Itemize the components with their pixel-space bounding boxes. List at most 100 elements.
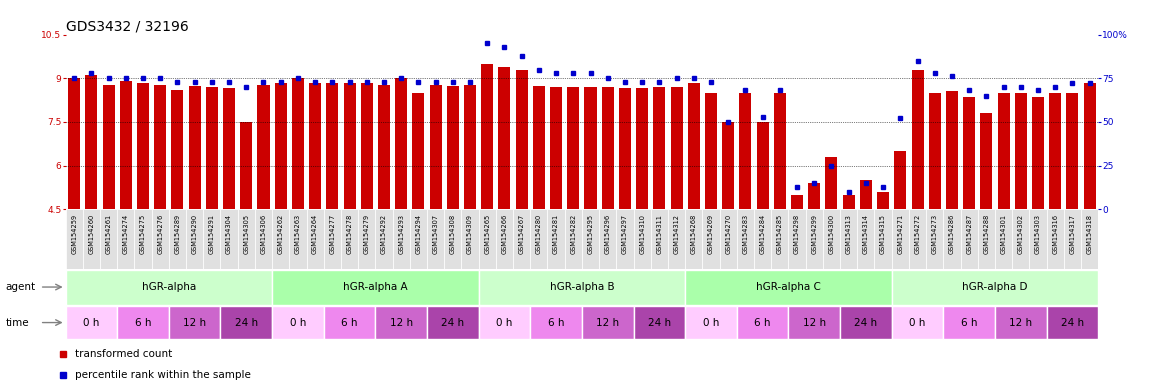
Text: GSM154294: GSM154294 — [415, 214, 421, 254]
Bar — [619, 88, 631, 209]
Text: GSM154268: GSM154268 — [691, 214, 697, 254]
Bar — [688, 83, 700, 209]
Bar — [189, 86, 200, 209]
Bar — [582, 209, 599, 269]
Text: GSM154313: GSM154313 — [845, 214, 852, 254]
Bar — [117, 209, 135, 269]
Text: 6 h: 6 h — [342, 318, 358, 328]
Bar — [292, 78, 304, 209]
Bar — [636, 88, 649, 209]
Text: GSM154317: GSM154317 — [1070, 214, 1075, 254]
Text: 0 h: 0 h — [910, 318, 926, 328]
Bar — [66, 306, 117, 339]
Bar — [943, 209, 960, 269]
Text: GSM154272: GSM154272 — [914, 214, 920, 254]
Bar — [169, 306, 221, 339]
Bar — [599, 209, 616, 269]
Text: 12 h: 12 h — [183, 318, 206, 328]
Bar — [255, 209, 273, 269]
Text: GSM154273: GSM154273 — [932, 214, 937, 254]
Text: GSM154285: GSM154285 — [777, 214, 783, 254]
Bar — [1064, 209, 1081, 269]
Bar — [66, 209, 83, 269]
Bar — [789, 209, 806, 269]
Text: agent: agent — [6, 282, 36, 292]
Bar — [601, 87, 614, 209]
Text: GSM154292: GSM154292 — [381, 214, 386, 254]
Bar — [1066, 93, 1079, 209]
Text: GSM154316: GSM154316 — [1052, 214, 1058, 254]
Text: hGR-alpha D: hGR-alpha D — [963, 282, 1028, 292]
Bar — [340, 209, 358, 269]
Text: GSM154262: GSM154262 — [277, 214, 284, 254]
Bar — [739, 93, 751, 209]
Bar — [515, 70, 528, 209]
Text: GSM154277: GSM154277 — [329, 214, 336, 254]
Bar — [874, 209, 891, 269]
Bar — [754, 209, 772, 269]
Text: GSM154288: GSM154288 — [983, 214, 989, 254]
Bar — [238, 209, 255, 269]
Text: 24 h: 24 h — [442, 318, 465, 328]
Bar — [891, 306, 943, 339]
Bar — [1046, 306, 1098, 339]
Bar — [532, 86, 545, 209]
Bar — [705, 93, 716, 209]
Text: 6 h: 6 h — [754, 318, 770, 328]
Bar — [997, 93, 1010, 209]
Bar — [327, 83, 338, 209]
Text: GSM154283: GSM154283 — [743, 214, 749, 254]
Text: GSM154296: GSM154296 — [605, 214, 611, 254]
Text: GSM154300: GSM154300 — [828, 214, 835, 254]
Bar — [840, 209, 857, 269]
Text: GSM154298: GSM154298 — [793, 214, 800, 254]
Bar — [651, 209, 668, 269]
Bar — [929, 93, 941, 209]
Bar — [964, 97, 975, 209]
Text: GSM154299: GSM154299 — [811, 214, 818, 254]
Bar — [926, 209, 943, 269]
Bar — [478, 270, 685, 305]
Text: percentile rank within the sample: percentile rank within the sample — [75, 370, 251, 380]
Bar — [66, 270, 273, 305]
Text: 24 h: 24 h — [235, 318, 258, 328]
Bar — [309, 83, 321, 209]
Bar — [396, 78, 407, 209]
Bar — [496, 209, 513, 269]
Bar — [83, 209, 100, 269]
Bar — [1046, 209, 1064, 269]
Text: GSM154306: GSM154306 — [261, 214, 267, 254]
Bar — [186, 209, 204, 269]
Bar — [995, 209, 1012, 269]
Bar — [498, 66, 511, 209]
Bar — [530, 209, 547, 269]
Text: GSM154276: GSM154276 — [158, 214, 163, 254]
Bar — [221, 306, 273, 339]
Text: GSM154314: GSM154314 — [862, 214, 869, 254]
Bar — [427, 306, 478, 339]
Text: GSM154270: GSM154270 — [726, 214, 731, 254]
Bar — [685, 209, 703, 269]
Text: GSM154287: GSM154287 — [966, 214, 972, 254]
Bar — [530, 306, 582, 339]
Text: GSM154271: GSM154271 — [897, 214, 903, 254]
Bar — [722, 122, 734, 209]
Text: hGR-alpha A: hGR-alpha A — [343, 282, 407, 292]
Bar — [877, 192, 889, 209]
Bar — [840, 306, 891, 339]
Bar — [223, 88, 235, 209]
Bar — [895, 151, 906, 209]
Text: 12 h: 12 h — [390, 318, 413, 328]
Text: GSM154315: GSM154315 — [880, 214, 887, 254]
Bar — [171, 90, 184, 209]
Text: transformed count: transformed count — [75, 349, 172, 359]
Bar — [273, 209, 290, 269]
Bar — [653, 87, 666, 209]
Bar — [550, 87, 562, 209]
Bar — [513, 209, 530, 269]
Text: GSM154318: GSM154318 — [1087, 214, 1092, 254]
Bar — [444, 209, 461, 269]
Bar — [463, 84, 476, 209]
Bar — [1049, 93, 1061, 209]
Bar — [791, 195, 803, 209]
